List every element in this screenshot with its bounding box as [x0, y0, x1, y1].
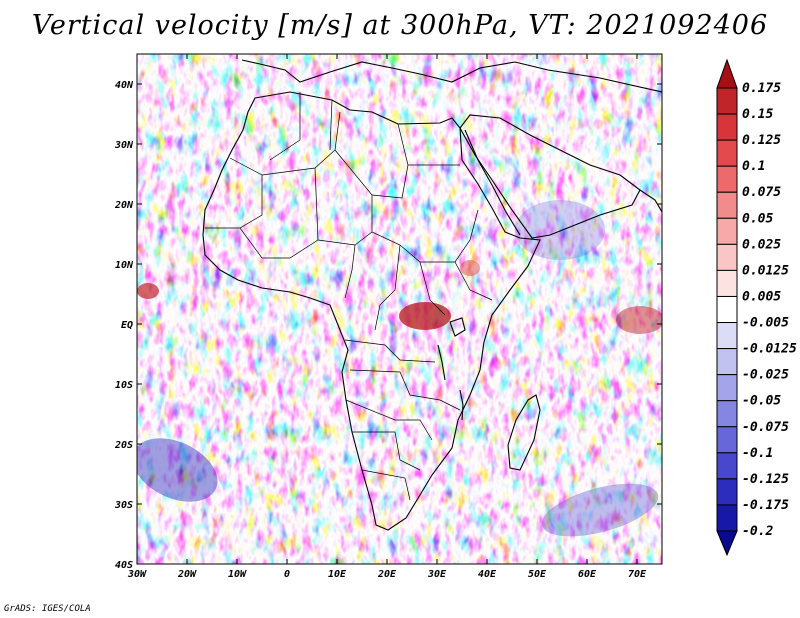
colorbar-label: 0.05 [742, 211, 773, 226]
colorbar-label: -0.075 [742, 420, 789, 435]
lat-tick-label: 20N [114, 200, 134, 211]
colorbar-segment [716, 269, 738, 297]
india-coast [639, 189, 662, 213]
colorbar-segment [716, 426, 738, 454]
colorbar-top-arrow [716, 58, 738, 89]
lon-tick-label: 0 [284, 569, 290, 580]
strong-ascent-east-africa [460, 260, 480, 276]
lon-tick-label: 20E [377, 569, 397, 580]
colorbar-label: 0.005 [742, 289, 781, 304]
credit-text: GrADS: IGES/COLA [4, 604, 91, 614]
colorbar-segment [716, 217, 738, 245]
colorbar-label: 0.025 [742, 237, 781, 252]
chart-title: Vertical velocity [m/s] at 300hPa, VT: 2… [31, 10, 769, 41]
colorbar-segment [716, 478, 738, 506]
colorbar-segment [716, 295, 738, 324]
lake-tanganyika [437, 344, 446, 381]
colorbar-segment [716, 322, 738, 350]
colorbar-label: -0.175 [742, 498, 789, 513]
lake-victoria [449, 317, 466, 337]
lon-tick-label: 10W [228, 569, 247, 580]
land-outlines [202, 59, 662, 531]
lat-tick-label: 40S [115, 560, 133, 571]
lat-tick-label: 40N [115, 80, 134, 91]
colorbar-label: 0.15 [742, 107, 773, 122]
madagascar-outline [507, 394, 541, 471]
colorbar-label: 0.175 [742, 81, 781, 96]
europe-coast [241, 59, 662, 93]
colorbar-label: -0.2 [742, 524, 773, 539]
longitude-axis: 30W 20W 10W 0 10E 20E 30E 40E 50E 60E 70E [127, 54, 647, 580]
colorbar-segment [716, 113, 738, 141]
lon-tick-label: 30W [127, 569, 147, 580]
colorbar-bottom-arrow [716, 530, 738, 557]
lon-tick-label: 20W [177, 569, 197, 580]
colorbar-segment [716, 243, 738, 271]
colorbar-segment [716, 165, 738, 193]
strong-ascent-arabian-sea [616, 306, 662, 334]
arabian-peninsula [459, 114, 641, 239]
colorbar-segment [716, 400, 738, 428]
lat-tick-label: 30N [114, 140, 134, 151]
latitude-axis: 40N 30N 20N 10N EQ 10S 20S 30S 40S [114, 80, 662, 571]
colorbar-segment [716, 191, 738, 219]
lat-tick-label: EQ [121, 320, 133, 331]
subsidence-indian-ocean [515, 200, 605, 260]
colorbar-label: 0.075 [742, 185, 781, 200]
lat-tick-label: 10S [115, 380, 133, 391]
africa-coastline [202, 91, 541, 531]
lon-tick-label: 50E [528, 569, 547, 580]
strong-ascent-atlantic [137, 283, 159, 299]
colorbar-label: -0.0125 [742, 342, 797, 357]
vertical-velocity-field [137, 54, 662, 564]
country-borders [205, 92, 493, 501]
lat-tick-label: 30S [114, 500, 133, 511]
colorbar: 0.175 0.15 0.125 0.1 0.075 0.05 0.025 0.0125 0.0… [716, 58, 797, 557]
lake-malawi [459, 389, 464, 421]
lon-tick-label: 10E [328, 569, 347, 580]
colorbar-label: -0.025 [742, 368, 789, 383]
colorbar-label: -0.05 [742, 394, 781, 409]
lat-tick-label: 10N [115, 260, 134, 271]
colorbar-segment [716, 348, 738, 376]
colorbar-label: -0.1 [742, 446, 773, 461]
lon-tick-label: 70E [628, 569, 647, 580]
colorbar-segment [716, 374, 738, 402]
lat-tick-label: 20S [114, 440, 133, 451]
colorbar-segment [716, 452, 738, 480]
lon-tick-label: 60E [578, 569, 597, 580]
colorbar-segment [716, 87, 738, 115]
colorbar-label: 0.0125 [742, 263, 789, 278]
plot-frame [136, 53, 663, 565]
subsidence-south-atlantic [137, 438, 218, 502]
colorbar-label: 0.125 [742, 133, 781, 148]
strong-ascent-congo [399, 302, 451, 330]
red-sea [464, 129, 521, 236]
lon-tick-label: 40E [478, 569, 497, 580]
colorbar-label: 0.1 [742, 159, 765, 174]
lon-tick-label: 30E [427, 569, 447, 580]
colorbar-segment [716, 139, 738, 167]
colorbar-label: -0.125 [742, 472, 789, 487]
subsidence-southern-ocean [541, 483, 659, 537]
colorbar-segment [716, 504, 738, 532]
colorbar-label: -0.005 [742, 316, 789, 331]
